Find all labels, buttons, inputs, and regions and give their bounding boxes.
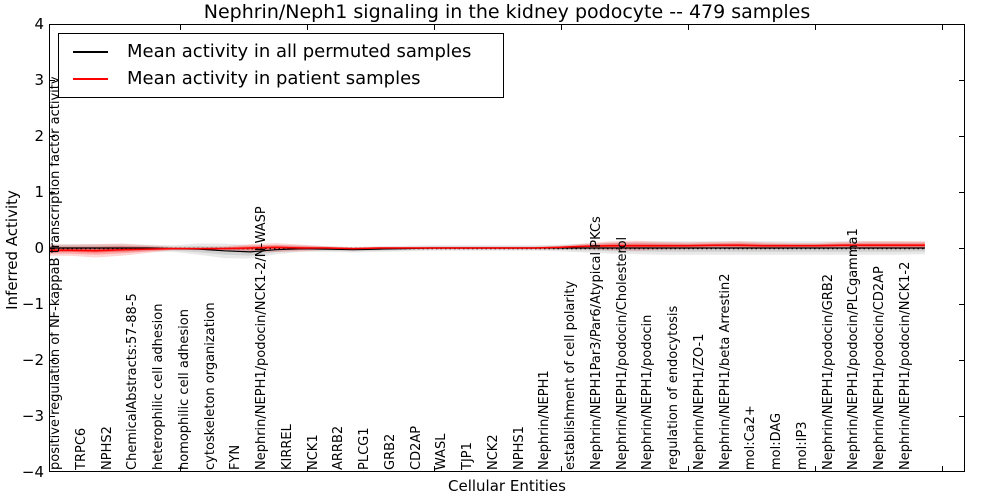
chart-title: Nephrin/Neph1 signaling in the kidney po…: [203, 1, 811, 23]
x-tick-label: Nephrin/NEPH1Par3/Par6/Atypical PKCs: [588, 216, 604, 470]
x-tick-label: Nephrin/NEPH1/podocin/GRB2: [820, 273, 836, 470]
y-tick-label: −1: [21, 295, 44, 313]
legend-entry-patient: Mean activity in patient samples: [73, 69, 503, 89]
patient-mean-line: [49, 244, 925, 252]
x-tick-label: homophilic cell adhesion: [176, 309, 192, 470]
x-axis-title: Cellular Entities: [448, 477, 566, 495]
y-tick-label: 0: [34, 239, 44, 257]
legend-label-permuted: Mean activity in all permuted samples: [127, 40, 472, 62]
x-tick-label: Nephrin/NEPH1/podocin: [640, 314, 656, 470]
x-tick-label: Nephrin/NEPH1/beta Arrestin2: [717, 273, 733, 471]
plot-frame: [49, 24, 965, 472]
y-tick-label: −4: [21, 463, 44, 481]
x-tick-label: KIRREL: [279, 424, 295, 470]
x-tick-label: GRB2: [382, 433, 398, 470]
legend: Mean activity in all permuted samples Me…: [58, 33, 504, 98]
y-tick-label: 4: [34, 15, 44, 33]
x-tick-label: TJP1: [460, 442, 476, 470]
legend-line-patient-icon: [73, 78, 108, 81]
x-tick-label: mol:Ca2+: [743, 405, 759, 470]
x-tick-label: Nephrin/NEPH1/podocin/PLCgamma1: [846, 228, 862, 470]
x-tick-label: NPHS2: [99, 426, 115, 470]
x-tick-label: NCK1: [305, 434, 321, 470]
x-tick-label: FYN: [228, 444, 244, 470]
x-tick-label: Nephrin/NEPH1/ZO-1: [691, 333, 707, 470]
x-tick-label: positive regulation of NF-kappaB transcr…: [48, 76, 63, 470]
chart-canvas: [49, 24, 965, 472]
legend-entry-permuted: Mean activity in all permuted samples: [73, 40, 503, 62]
permuted-band-inner: [49, 244, 925, 256]
legend-label-patient: Mean activity in patient samples: [127, 68, 421, 90]
x-tick-label: Nephrin/NEPH1/podocin/NCK1-2/N-WASP: [254, 206, 270, 470]
x-tick-label: heterophilic cell adhesion: [151, 303, 167, 471]
y-tick-label: 1: [34, 183, 44, 201]
y-tick-label: 2: [34, 127, 44, 145]
x-tick-label: PLCG1: [357, 427, 373, 470]
y-tick-label: −3: [21, 407, 44, 425]
y-tick-label: 3: [34, 71, 44, 89]
x-tick-label: regulation of endocytosis: [666, 305, 682, 470]
x-tick-label: Nephrin/NEPH1/podocin/NCK1-2: [898, 261, 913, 470]
x-tick-label: mol:IP3: [794, 421, 810, 470]
y-tick-label: −2: [21, 351, 44, 369]
x-tick-label: ChemicalAbstracts:57-88-5: [125, 293, 141, 470]
x-tick-label: Nephrin/NEPH1/podocin/CD2AP: [872, 266, 888, 470]
x-tick-label: ARRB2: [331, 425, 347, 470]
x-tick-label: cytoskeleton organization: [202, 302, 218, 470]
legend-line-permuted-icon: [73, 50, 108, 53]
plot-area: [49, 24, 965, 472]
x-tick-label: mol:DAG: [769, 412, 785, 470]
x-tick-label: Nephrin/NEPH1/podocin/Cholesterol: [614, 236, 630, 470]
x-tick-label: NPHS1: [511, 426, 527, 470]
patient-band-core: [49, 244, 925, 253]
x-tick-label: CD2AP: [408, 425, 424, 470]
x-tick-label: Nephrin/NEPH1: [537, 370, 553, 470]
x-tick-label: TRPC6: [73, 427, 89, 470]
x-tick-label: WASL: [434, 433, 450, 470]
x-tick-label: establishment of cell polarity: [563, 280, 579, 470]
x-tick-label: NCK2: [485, 434, 501, 470]
